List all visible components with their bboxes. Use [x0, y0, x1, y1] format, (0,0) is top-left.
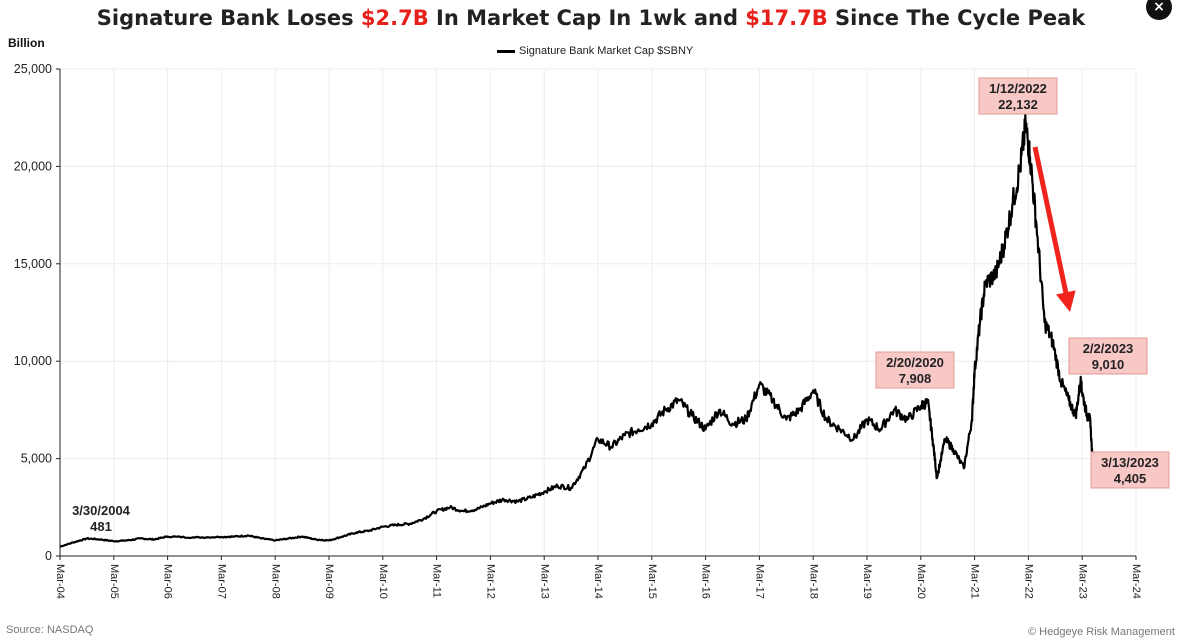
x-tick-label: Mar-23 — [1076, 564, 1088, 599]
title-part-1: Signature Bank Loses — [96, 6, 361, 30]
y-tick-label: 0 — [45, 549, 52, 563]
chart-title: Signature Bank Loses $2.7B In Market Cap… — [0, 6, 1182, 30]
x-tick-label: Mar-07 — [215, 564, 227, 599]
legend: Signature Bank Market Cap $SBNY — [497, 45, 693, 57]
x-tick-label: Mar-05 — [108, 564, 120, 599]
x-tick-label: Mar-06 — [162, 564, 174, 599]
x-tick-label: Mar-15 — [646, 564, 658, 599]
annotation-box — [1068, 337, 1148, 375]
x-tick-label: Mar-08 — [269, 564, 281, 599]
decline-arrow-head — [1056, 290, 1076, 312]
title-part-2: In Market Cap In 1wk and — [428, 6, 746, 30]
series-line-sbny — [59, 113, 1095, 548]
y-tick-label: 15,000 — [14, 257, 52, 271]
x-tick-label: Mar-22 — [1022, 564, 1034, 599]
x-tick-label: Mar-17 — [753, 564, 765, 599]
x-tick-label: Mar-14 — [592, 564, 604, 599]
x-tick-label: Mar-11 — [431, 564, 443, 598]
annotation-date: 2/20/2020 — [886, 355, 944, 370]
x-tick-label: Mar-18 — [807, 564, 819, 599]
y-unit-label: Billion — [8, 36, 45, 50]
title-highlight-2: $17.7B — [745, 6, 828, 30]
x-tick-label: Mar-16 — [700, 564, 712, 599]
x-tick-label: Mar-10 — [377, 564, 389, 599]
title-highlight-1: $2.7B — [360, 6, 429, 30]
annotation-box — [978, 77, 1058, 115]
x-tick-label: Mar-12 — [484, 564, 496, 599]
y-tick-label: 25,000 — [14, 62, 52, 76]
annotation-value: 9,010 — [1092, 357, 1125, 372]
annotation-value: 481 — [90, 519, 112, 534]
annotation-date: 2/2/2023 — [1083, 341, 1134, 356]
decline-arrow-shaft — [1032, 146, 1070, 299]
x-tick-label: Mar-19 — [861, 564, 873, 599]
annotation-value: 7,908 — [899, 371, 932, 386]
legend-label: Signature Bank Market Cap $SBNY — [519, 45, 694, 57]
annotation-date: 1/12/2022 — [989, 81, 1047, 96]
x-tick-label: Mar-20 — [915, 564, 927, 599]
x-tick-label: Mar-04 — [54, 564, 66, 599]
annotation-box — [1090, 451, 1170, 489]
credit-note: © Hedgeye Risk Management — [1028, 626, 1175, 638]
annotation-value: 4,405 — [1114, 471, 1147, 486]
y-tick-label: 5,000 — [21, 452, 52, 466]
source-note: Source: NASDAQ — [6, 624, 94, 636]
x-tick-label: Mar-13 — [538, 564, 550, 599]
legend-swatch — [497, 49, 515, 53]
x-tick-label: Mar-24 — [1130, 564, 1142, 599]
y-tick-label: 10,000 — [14, 354, 52, 368]
y-tick-label: 20,000 — [14, 159, 52, 173]
close-icon[interactable]: × — [1146, 0, 1172, 20]
title-part-3: Since The Cycle Peak — [827, 6, 1086, 30]
annotation-date: 3/30/2004 — [72, 503, 131, 518]
x-tick-label: Mar-21 — [969, 564, 981, 599]
annotation-box — [875, 351, 955, 389]
annotation-value: 22,132 — [998, 97, 1038, 112]
x-tick-label: Mar-09 — [323, 564, 335, 599]
annotation-date: 3/13/2023 — [1101, 455, 1159, 470]
